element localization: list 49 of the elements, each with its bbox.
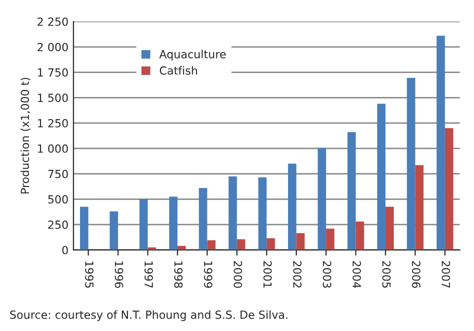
x-tick-label: 1999 [204,262,212,288]
bar [288,164,296,250]
bar [318,148,326,250]
y-axis-title: Production (x1,000 t) [20,78,30,194]
x-tick-label: 2004 [352,261,361,288]
x-tick-label: 1995 [85,262,94,288]
bar [415,165,424,250]
x-tick-label: 1996 [114,262,124,288]
legend-label: Aquaculture [159,50,226,61]
bar [258,177,267,250]
bar [139,199,148,250]
x-tick-label: 2001 [263,261,272,288]
bar [266,238,275,250]
y-tick-label: 1 250 [38,118,68,128]
bar [236,239,246,250]
y-tick-label: 500 [48,195,68,204]
y-tick-label: 1 500 [38,94,68,102]
x-tick-label: 2006 [412,261,420,288]
y-tick-label: 2 250 [38,17,68,26]
x-tick-label: 2002 [293,261,302,288]
bar [80,206,88,250]
source-note: Source: courtesy of N.T. Phoung and S.S. De Silva. [10,310,288,322]
bar [347,132,356,250]
bar [436,36,445,250]
bar [377,104,386,250]
y-tick-label: 250 [48,220,68,229]
bar [444,128,454,250]
x-tick-label: 2007 [442,261,450,288]
bar [228,176,237,250]
bar [356,221,364,250]
x-tick-label: 2005 [382,261,391,288]
y-tick-label: 750 [48,170,68,178]
x-tick-label: 1998 [174,262,183,288]
bar [406,78,416,250]
x-tick-label: 2000 [234,261,242,288]
x-tick-label: 1997 [144,262,153,288]
y-tick-label: 0 [62,246,68,254]
bar [326,228,334,250]
bar [207,240,216,250]
y-tick-label: 2 000 [38,42,68,52]
bar [385,206,394,250]
y-tick-label: 1 750 [38,68,68,77]
legend-label: Catfish [160,66,198,75]
x-tick-label: 2003 [322,261,332,288]
bar [198,188,208,250]
bar [110,211,118,250]
y-tick-label: 1 000 [38,144,68,153]
bar [169,196,178,250]
bar [296,233,305,250]
